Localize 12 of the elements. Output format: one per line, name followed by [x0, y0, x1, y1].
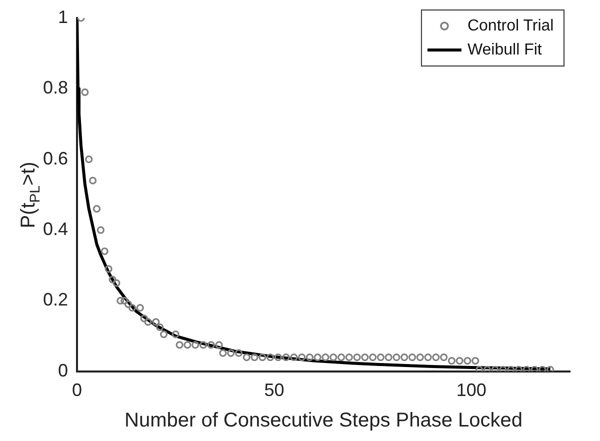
y-tick-label: 0.6: [42, 148, 68, 168]
x-tick-label: 100: [456, 380, 486, 400]
x-tick-label: 0: [72, 380, 82, 400]
y-tick-label: 0.4: [42, 219, 68, 240]
y-tick-label: 0: [58, 360, 68, 380]
legend-label: Weibull Fit: [467, 41, 542, 58]
y-tick-label: 1: [58, 6, 68, 27]
x-tick-label: 50: [264, 380, 284, 400]
x-axis-title: Number of Consecutive Steps Phase Locked: [124, 410, 523, 432]
y-tick-label: 0.8: [42, 78, 68, 98]
legend-label: Control Trial: [467, 17, 554, 34]
y-tick-label: 0.2: [42, 290, 68, 310]
